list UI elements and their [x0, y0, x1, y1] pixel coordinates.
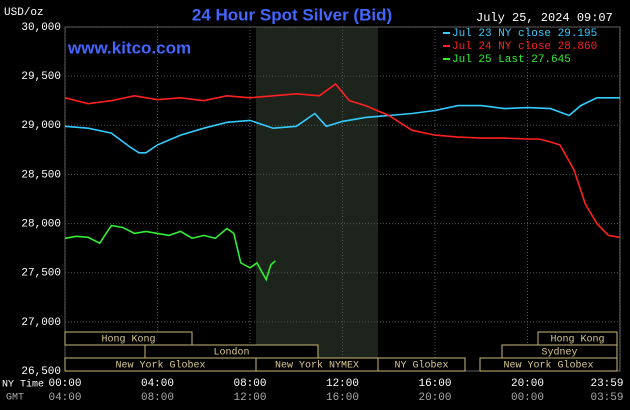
x-tick-label: 23:59	[590, 378, 623, 390]
shaded-session	[256, 27, 378, 371]
series-line	[64, 224, 276, 282]
y-tick-label: 29,500	[21, 71, 61, 83]
source: www.kitco.com	[67, 38, 191, 57]
session-box	[377, 357, 466, 372]
session-label: London	[213, 347, 249, 359]
gmt-tick-label: 00:00	[511, 392, 544, 404]
chart-title: 24 Hour Spot Silver (Bid)	[192, 5, 392, 24]
y-tick-label: 29,000	[21, 120, 61, 132]
unit-label: USD/oz	[4, 7, 44, 19]
gmt-tick-label: 04:00	[48, 392, 81, 404]
session-label: Hong Kong	[550, 335, 604, 346]
legend-label: Jul 24 NY close 28.860	[452, 41, 597, 53]
gmt-tick-label: 03:59	[590, 392, 623, 404]
legend-label: Jul 23 NY close 29.195	[452, 28, 597, 40]
x-tick-label: 04:00	[141, 378, 174, 390]
gmt-tick-label: 16:00	[326, 392, 359, 404]
timestamp: July 25, 2024 09:07	[476, 11, 613, 25]
y-tick-label: 30,000	[21, 22, 61, 34]
gmt-tick-label: 08:00	[141, 392, 174, 404]
y-tick-label: 26,500	[21, 366, 61, 378]
session-box	[479, 357, 618, 372]
session-label: Hong Kong	[101, 335, 155, 346]
x-tick-label: 16:00	[418, 378, 451, 390]
gmt-tick-label: 12:00	[233, 392, 266, 404]
gmt-tick-label: 20:00	[418, 392, 451, 404]
x-row-label: NY Time	[2, 379, 44, 391]
session-box	[64, 331, 193, 346]
y-tick-label: 27,500	[21, 268, 61, 280]
x-tick-label: 20:00	[511, 378, 544, 390]
session-label: New York Globex	[503, 360, 593, 372]
y-tick-label: 28,500	[21, 169, 61, 181]
session-label: New York Globex	[115, 360, 205, 372]
series-line	[64, 97, 620, 154]
session-label: Sydney	[541, 347, 577, 359]
x-tick-label: 00:00	[48, 378, 81, 390]
y-tick-label: 28,000	[21, 218, 61, 230]
x-tick-label: 12:00	[326, 378, 359, 390]
y-tick-label: 27,000	[21, 317, 61, 329]
x-row-label: GMT	[6, 393, 24, 404]
session-label: NY Globex	[394, 360, 448, 372]
series-line	[64, 82, 621, 239]
x-tick-label: 08:00	[233, 378, 266, 390]
session-label: New York NYMEX	[275, 360, 359, 372]
legend-label: Jul 25 Last 27.645	[452, 54, 571, 66]
